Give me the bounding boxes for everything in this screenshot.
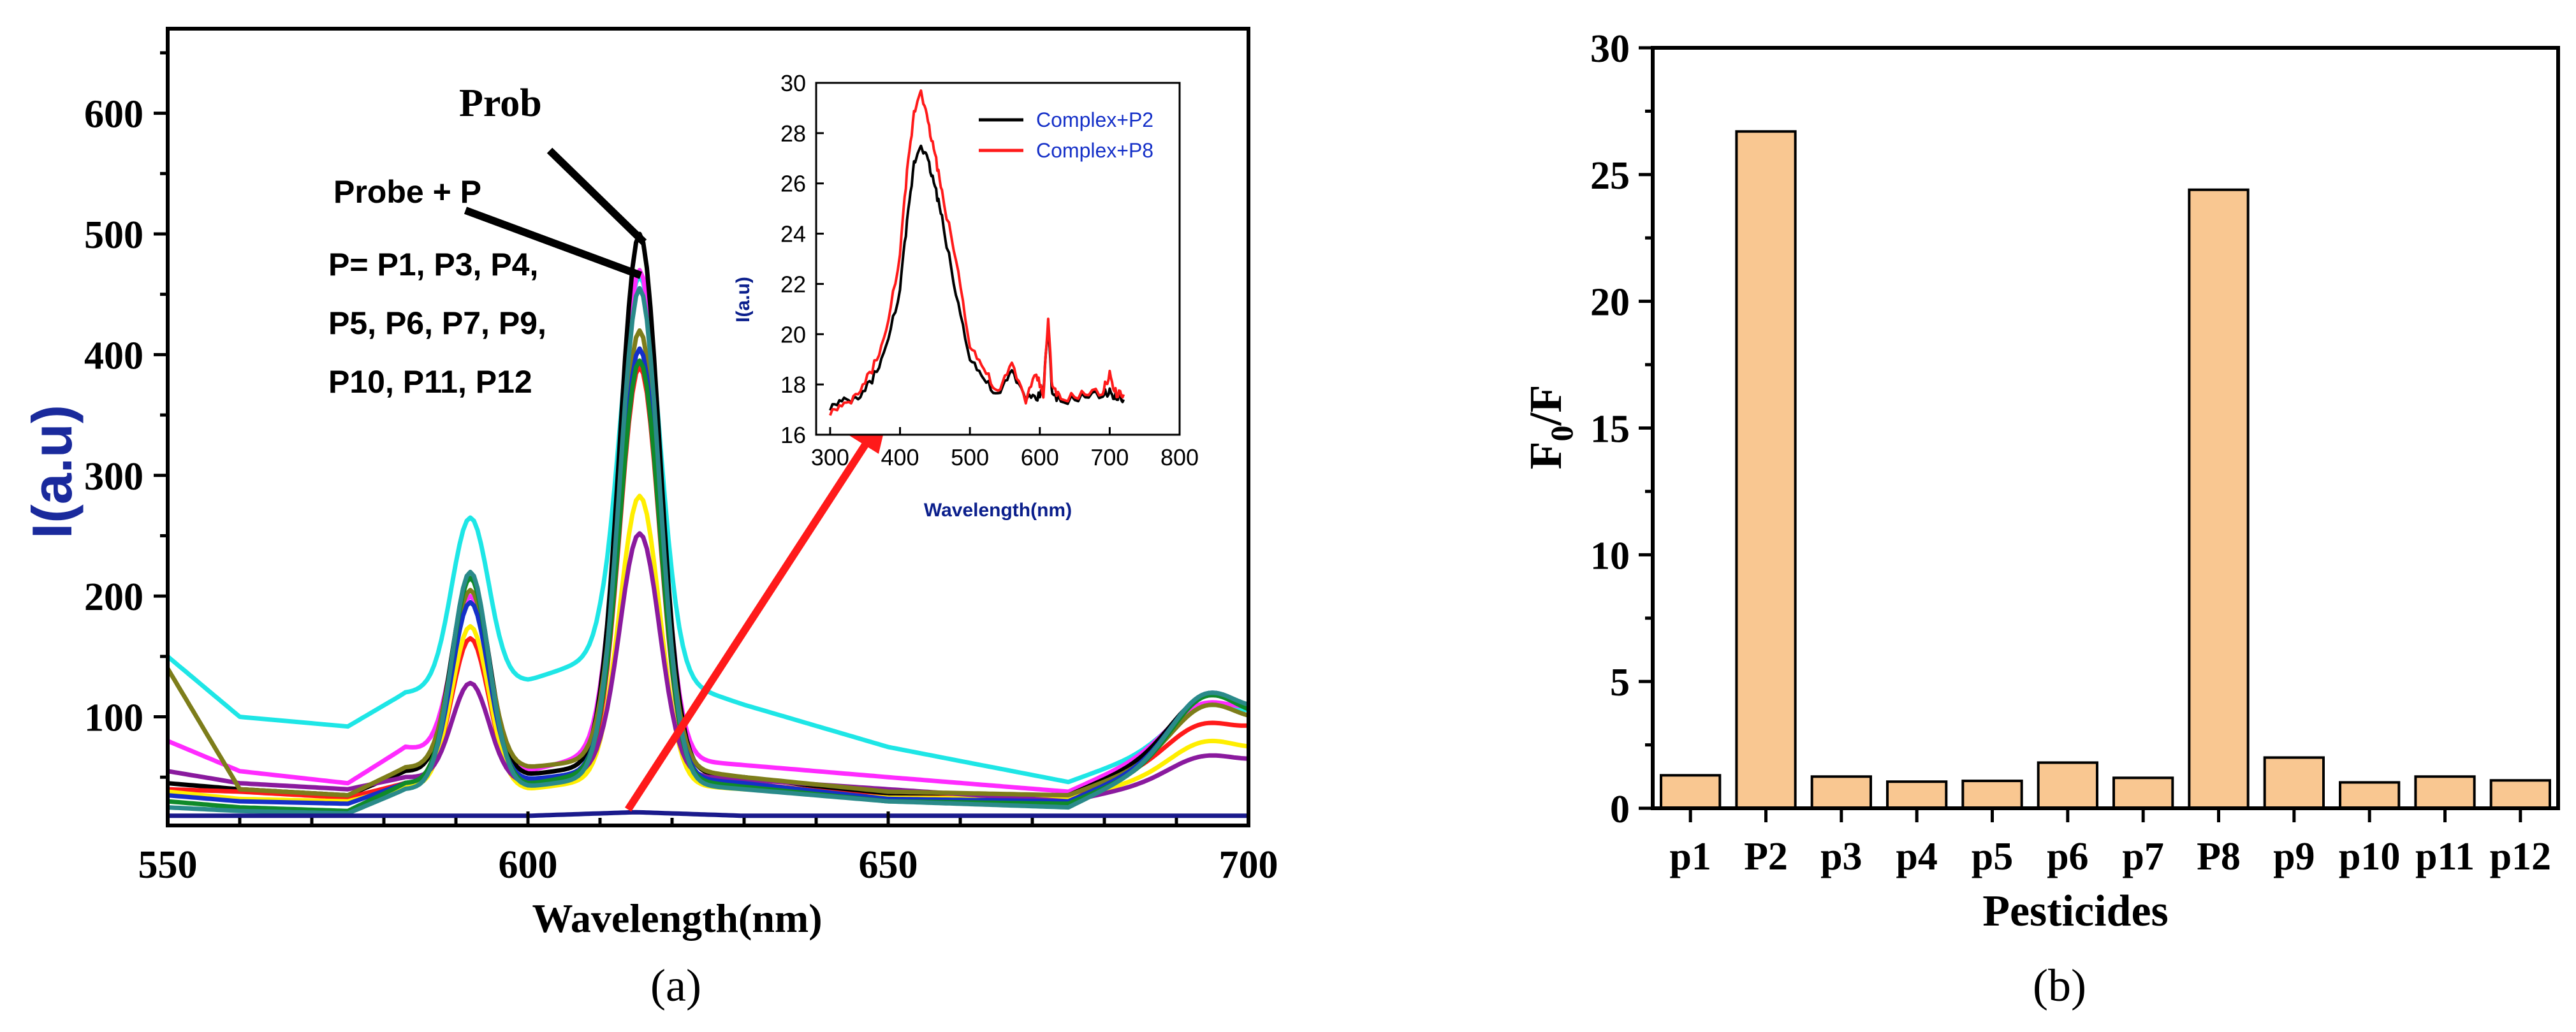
spectrum-line-yellow: [167, 493, 1249, 804]
bar-p12: [2489, 779, 2551, 810]
inset-line-complex-p8: [829, 89, 1125, 416]
y-tick-label: 300: [84, 455, 143, 498]
y-tick-label: 200: [84, 576, 143, 619]
bar-p8: [2188, 188, 2250, 810]
spectrum-line-navy-flat: [168, 810, 1248, 818]
annotation-prob-pointer: [546, 147, 647, 245]
bar-p9: [2263, 756, 2325, 810]
y-tick-label: 600: [84, 93, 143, 136]
quenching-bar-chart: p1 P2 p3 p4 p5 p6 p7 P8 p9 p10 p11 p12051015202530 …: [1520, 27, 2560, 1011]
inset-y-tick-label: 28: [780, 120, 806, 147]
bar-category-label: p12: [2490, 835, 2551, 878]
bar-x-axis-title: Pesticides: [1982, 887, 2169, 936]
inset-x-tick-label: 500: [951, 444, 989, 470]
bar-category-label: p4: [1896, 835, 1937, 878]
y-tick-label: 400: [84, 334, 143, 377]
bar-p10: [2339, 781, 2401, 810]
inset-x-tick-label: 400: [881, 444, 919, 470]
bar-p4: [1886, 780, 1948, 810]
bar-p11: [2414, 775, 2476, 810]
bar-category-label: p7: [2122, 835, 2163, 878]
spectrum-axis-ticks: 550 600 650 700 100 200 300 400 500 600: [84, 51, 1278, 887]
bar-category-label: p10: [2339, 835, 2400, 878]
inset-y-tick-label: 30: [780, 70, 806, 96]
bar-p2: [1735, 130, 1797, 810]
inset-x-tick-label: 700: [1090, 444, 1129, 470]
annotation-p-list-line3: P10, P11, P12: [328, 364, 532, 400]
spectrum-chart: 550 600 650 700 100 200 300 400 500 600 Wavelengt…: [20, 27, 1278, 1011]
bar-y-tick-label: 10: [1590, 534, 1630, 578]
spectrum-plot-frame: [166, 27, 1250, 827]
bar-p1: [1660, 774, 1722, 810]
x-tick-label: 550: [138, 843, 198, 887]
spectrum-line-olive: [165, 328, 1250, 798]
inset-axis-ticks: 300 400 500 600 700 800 16 18 20 22 24 26 28 30: [780, 70, 1199, 470]
annotation-prob: Prob: [459, 82, 542, 125]
inset-y-tick-label: 26: [780, 171, 806, 197]
inset-x-tick-label: 300: [811, 444, 849, 470]
y-tick-label: 100: [84, 697, 143, 740]
spectrum-line-teal: [167, 286, 1250, 816]
inset-x-tick-label: 800: [1160, 444, 1199, 470]
spectrum-line-magenta: [166, 268, 1249, 794]
y-tick-label: 500: [84, 214, 143, 257]
bar-y-axis-title-subscript: 0: [1544, 426, 1579, 442]
inset-y-tick-label: 18: [780, 372, 806, 398]
bar-p3: [1810, 775, 1872, 810]
bar-p7: [2112, 776, 2174, 810]
annotation-p-list-line2: P5, P6, P7, P9,: [328, 305, 546, 341]
bar-y-axis-title-rest: /F: [1520, 385, 1571, 426]
x-tick-label: 600: [499, 843, 558, 887]
inset-y-tick-label: 22: [780, 271, 806, 297]
legend-label-p2: Complex+P2: [1036, 108, 1153, 131]
spectrum-y-axis-title: I(a.u): [20, 405, 84, 539]
inset-y-axis-title: I(a.u): [733, 277, 754, 323]
spectrum-line-blue: [167, 346, 1250, 806]
legend-label-p8: Complex+P8: [1036, 139, 1153, 162]
bar-category-label: p5: [1972, 835, 2013, 878]
zoom-arrow: [624, 437, 872, 812]
bar-y-axis-title-f: F: [1520, 442, 1571, 470]
bar-p6: [2037, 761, 2098, 810]
bar-category-label: p9: [2273, 835, 2315, 878]
spectrum-panel-label: (a): [650, 960, 701, 1011]
bar-y-tick-label: 30: [1590, 27, 1630, 71]
bar-category-label: P2: [1744, 835, 1788, 878]
annotation-p-list-line1: P= P1, P3, P4,: [328, 247, 538, 282]
bar-y-axis-title: F0/F: [1520, 385, 1579, 470]
bar-category-label: p6: [2047, 835, 2088, 878]
inset-y-tick-label: 16: [780, 422, 806, 448]
inset-y-tick-label: 24: [780, 221, 806, 247]
bar-group: [1660, 130, 2551, 810]
bar-y-tick-label: 25: [1590, 154, 1630, 198]
bar-category-label: p1: [1669, 835, 1711, 878]
inset-plot-frame: [815, 82, 1181, 436]
annotation-probe-p-pointer: [464, 207, 643, 279]
x-tick-label: 700: [1219, 843, 1278, 887]
inset-chart: 300 400 500 600 700 800 16 18 20 22 24 26 28 30 Wavel…: [733, 70, 1199, 521]
bar-category-label: p11: [2415, 835, 2475, 878]
bar-panel-label: (b): [2033, 960, 2086, 1011]
bar-y-tick-label: 5: [1610, 661, 1630, 704]
spectrum-series-group: [165, 231, 1250, 818]
x-tick-label: 650: [859, 843, 918, 887]
bar-p5: [1961, 780, 2023, 810]
spectrum-x-axis-title: Wavelength(nm): [532, 896, 822, 941]
annotation-probe-p: Probe + P: [333, 174, 481, 210]
bar-y-tick-label: 20: [1590, 281, 1630, 324]
inset-background: [816, 83, 1180, 435]
inset-x-tick-label: 600: [1021, 444, 1059, 470]
spectrum-line-green: [167, 358, 1250, 813]
bar-y-tick-label: 0: [1610, 788, 1630, 831]
inset-legend: Complex+P2 Complex+P8: [979, 108, 1153, 162]
bar-category-label: P8: [2197, 835, 2241, 878]
inset-x-axis-title: Wavelength(nm): [924, 500, 1072, 521]
bar-category-label: p3: [1820, 835, 1862, 878]
bar-y-tick-label: 15: [1590, 408, 1630, 451]
inset-series-group: [829, 89, 1125, 416]
bar-axis-ticks: p1 P2 p3 p4 p5 p6 p7 P8 p9 p10 p11 p12 0 5 10 15 20 25 30: [1590, 27, 2551, 878]
inset-y-tick-label: 20: [780, 321, 806, 347]
